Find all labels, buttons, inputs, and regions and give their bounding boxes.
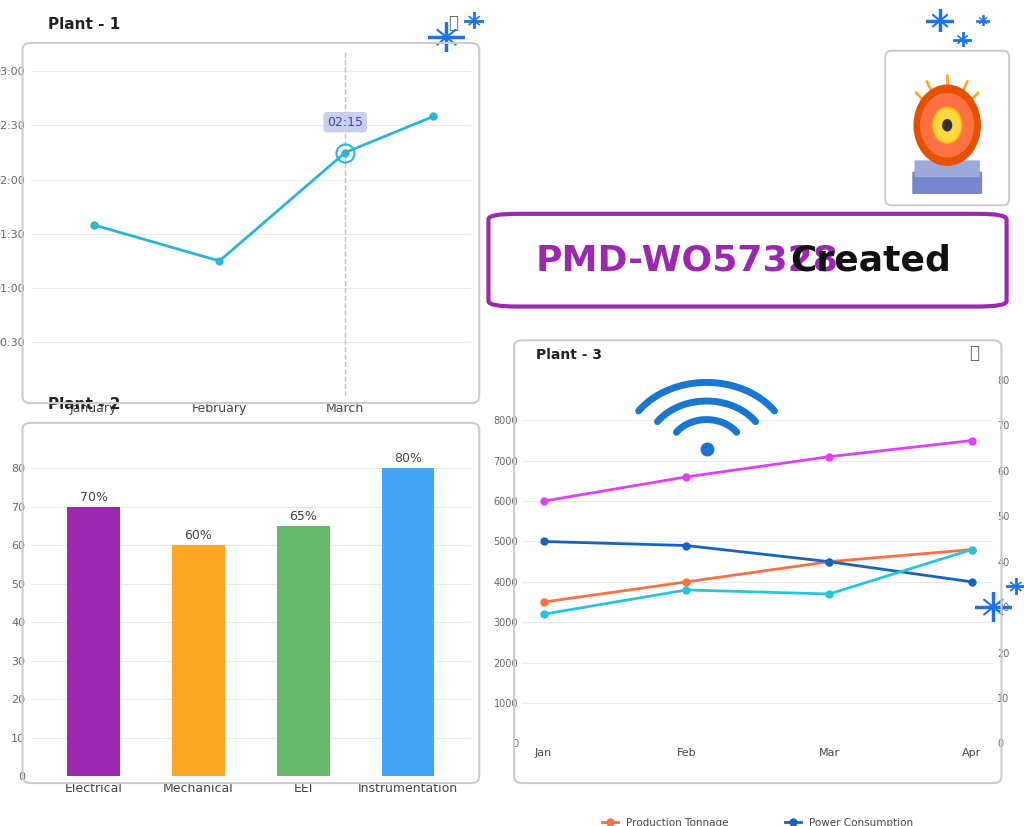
Text: Created: Created [790,243,951,278]
Bar [68,506,120,776]
Text: Plant - 1: Plant - 1 [48,17,121,32]
Circle shape [942,119,952,131]
Bar [382,468,434,776]
Text: 80%: 80% [394,452,422,465]
Text: PMD-WO57328: PMD-WO57328 [536,243,839,278]
Bar [172,545,224,776]
Text: 65%: 65% [290,510,317,523]
FancyBboxPatch shape [914,160,980,178]
Text: 02:15: 02:15 [328,116,364,129]
Text: ⤓: ⤓ [447,14,458,32]
Ellipse shape [913,84,981,166]
FancyBboxPatch shape [885,50,1010,205]
Bar [278,526,330,776]
Ellipse shape [921,93,974,158]
Circle shape [933,107,962,144]
Text: Plant - 2: Plant - 2 [48,397,121,412]
Legend: Production Tonnage, Specific Power Consumption, Power Consumption, Weighted Aver: Production Tonnage, Specific Power Consu… [598,814,918,826]
FancyBboxPatch shape [912,172,982,194]
Text: 70%: 70% [80,491,108,504]
Text: ⤓: ⤓ [969,344,979,362]
Text: Plant - 3: Plant - 3 [537,348,602,362]
Text: 60%: 60% [184,529,212,542]
FancyBboxPatch shape [488,214,1007,306]
